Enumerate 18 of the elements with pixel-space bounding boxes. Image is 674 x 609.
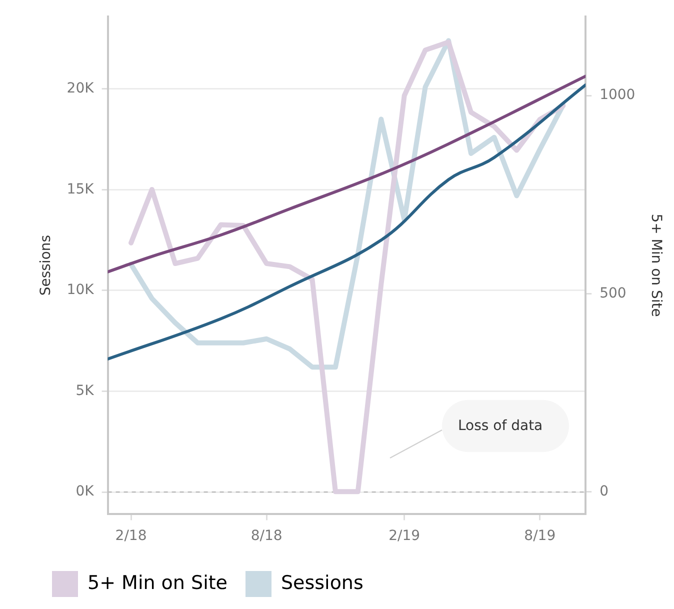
x-tick-label: 2/19 (388, 528, 420, 544)
y-tick-label: 5K (76, 382, 95, 399)
callout-bubble: Loss of data (442, 400, 569, 452)
x-tick-label: 2/18 (115, 528, 147, 544)
annotation: Loss of data (458, 418, 543, 434)
x-tick-label: 8/19 (524, 528, 556, 544)
y2-axis-title: 5+ Min on Site (648, 214, 664, 317)
y-tick-label: 20K (66, 80, 95, 97)
y-tick-label: 0K (76, 484, 95, 500)
y-tick-label: 15K (66, 181, 95, 198)
y2-tick-label: 500 (600, 285, 626, 302)
y2-tick-label: 1000 (600, 87, 636, 104)
y-tick-label: 10K (66, 282, 95, 298)
legend-label: Sessions (280, 572, 364, 594)
legend-label: 5+ Min on Site (88, 572, 228, 594)
y-axis-title: Sessions (38, 234, 54, 296)
x-tick-label: 8/18 (250, 528, 282, 544)
y2-tick-label: 0 (600, 483, 608, 500)
